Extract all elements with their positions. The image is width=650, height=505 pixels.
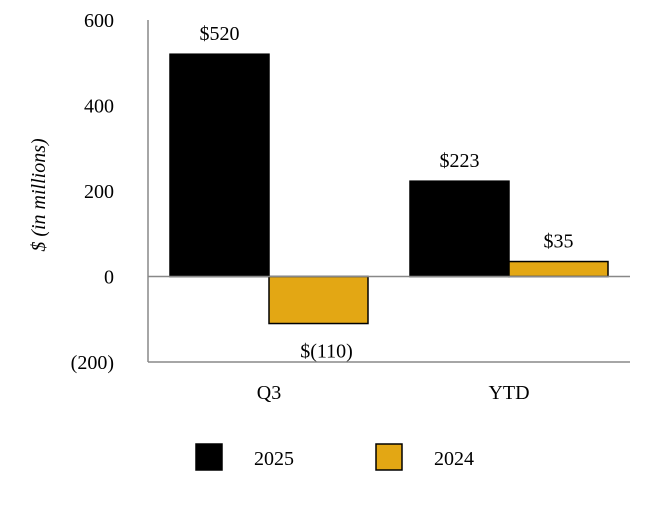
legend-label: 2024 xyxy=(434,448,474,470)
legend-swatch-2025 xyxy=(195,443,223,471)
y-tick-label: 0 xyxy=(104,267,114,289)
bar-2024-YTD xyxy=(508,260,609,278)
y-tick-label: 400 xyxy=(84,96,114,118)
x-tick-label: YTD xyxy=(488,382,529,404)
bar-2024-Q3 xyxy=(268,275,369,325)
y-axis-label: $ (in millions) xyxy=(28,138,50,252)
data-label: $(110) xyxy=(300,341,353,363)
y-tick-label: 600 xyxy=(84,10,114,32)
bar-2025-Q3 xyxy=(169,53,270,278)
legend-swatch-2024 xyxy=(375,443,403,471)
x-tick-label: Q3 xyxy=(257,382,281,404)
legend-label: 2025 xyxy=(254,448,294,470)
data-label: $223 xyxy=(440,150,480,172)
data-label: $520 xyxy=(200,23,240,45)
y-tick-label: 200 xyxy=(84,181,114,203)
y-tick-label: (200) xyxy=(71,352,114,374)
data-label: $35 xyxy=(544,231,574,253)
bar-2025-YTD xyxy=(409,180,510,278)
